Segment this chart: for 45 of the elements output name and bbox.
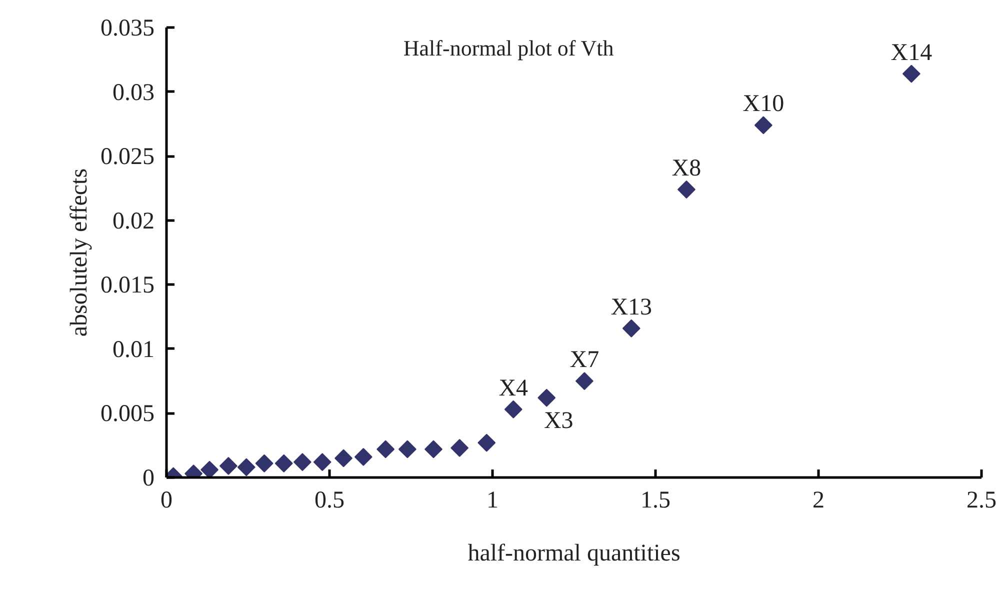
annotation: X4 <box>498 375 528 402</box>
point <box>237 458 256 476</box>
annotation: X7 <box>570 347 600 374</box>
point <box>354 448 372 466</box>
point <box>313 453 332 472</box>
x-tick-label: 0.5 <box>314 488 344 514</box>
annotation: X8 <box>672 156 702 182</box>
point <box>622 319 640 338</box>
point <box>754 116 772 134</box>
point <box>677 180 696 198</box>
x-tick-label: 2.5 <box>966 488 996 514</box>
point <box>293 453 312 472</box>
y-tick-label: 0.02 <box>112 208 154 234</box>
point <box>255 454 274 472</box>
point <box>376 440 395 458</box>
point <box>219 456 238 475</box>
point <box>424 440 442 458</box>
x-tick-label: 0 <box>160 488 172 514</box>
point <box>398 440 416 458</box>
y-tick-label: 0.015 <box>100 272 154 299</box>
annotation: X3 <box>544 408 574 434</box>
point <box>538 388 556 407</box>
annotation: X10 <box>742 91 784 118</box>
y-tick-label: 0.01 <box>112 336 154 363</box>
point <box>274 454 293 472</box>
y-tick-label: 0.005 <box>100 401 154 428</box>
chart-title: Half-normal plot of Vth <box>403 36 614 60</box>
annotation: X14 <box>890 40 932 66</box>
y-tick-label: 0.035 <box>100 16 154 42</box>
point <box>334 449 353 468</box>
y-tick-label: 0 <box>142 466 154 492</box>
point <box>902 64 920 83</box>
point <box>575 372 594 390</box>
x-tick-label: 1.5 <box>640 488 670 514</box>
y-tick-label: 0.025 <box>100 144 154 170</box>
x-axis-title: half-normal quantities <box>468 540 680 566</box>
x-tick-label: 2 <box>812 488 824 514</box>
point <box>478 434 496 452</box>
point <box>200 460 219 478</box>
x-tick-label: 1 <box>486 488 498 514</box>
point <box>504 400 522 418</box>
y-axis-title: absolutely effects <box>66 168 92 337</box>
y-tick-label: 0.03 <box>112 80 154 106</box>
point <box>450 438 469 457</box>
annotation: X13 <box>610 294 652 320</box>
